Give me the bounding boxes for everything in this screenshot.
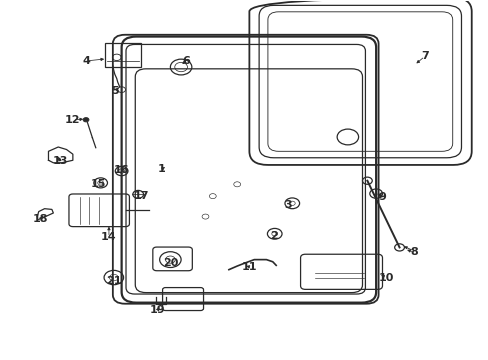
Text: 13: 13 <box>52 156 68 166</box>
Text: 6: 6 <box>182 56 189 66</box>
Text: 14: 14 <box>101 232 117 242</box>
Text: 19: 19 <box>150 305 165 315</box>
Text: 15: 15 <box>90 179 106 189</box>
Text: 12: 12 <box>65 115 81 125</box>
Text: 18: 18 <box>33 214 48 224</box>
Text: 3: 3 <box>284 200 292 210</box>
Text: 1: 1 <box>158 164 165 174</box>
Text: 2: 2 <box>269 231 277 240</box>
Text: 16: 16 <box>114 165 129 175</box>
Text: 20: 20 <box>163 258 178 268</box>
Text: 8: 8 <box>409 247 417 257</box>
Text: 7: 7 <box>420 51 428 61</box>
Text: 4: 4 <box>82 56 90 66</box>
Text: 5: 5 <box>111 86 119 96</box>
Text: 17: 17 <box>133 191 148 201</box>
Text: 9: 9 <box>377 192 385 202</box>
Circle shape <box>83 118 89 122</box>
Text: 21: 21 <box>106 276 122 286</box>
Text: 11: 11 <box>241 262 257 272</box>
Text: 10: 10 <box>377 273 393 283</box>
